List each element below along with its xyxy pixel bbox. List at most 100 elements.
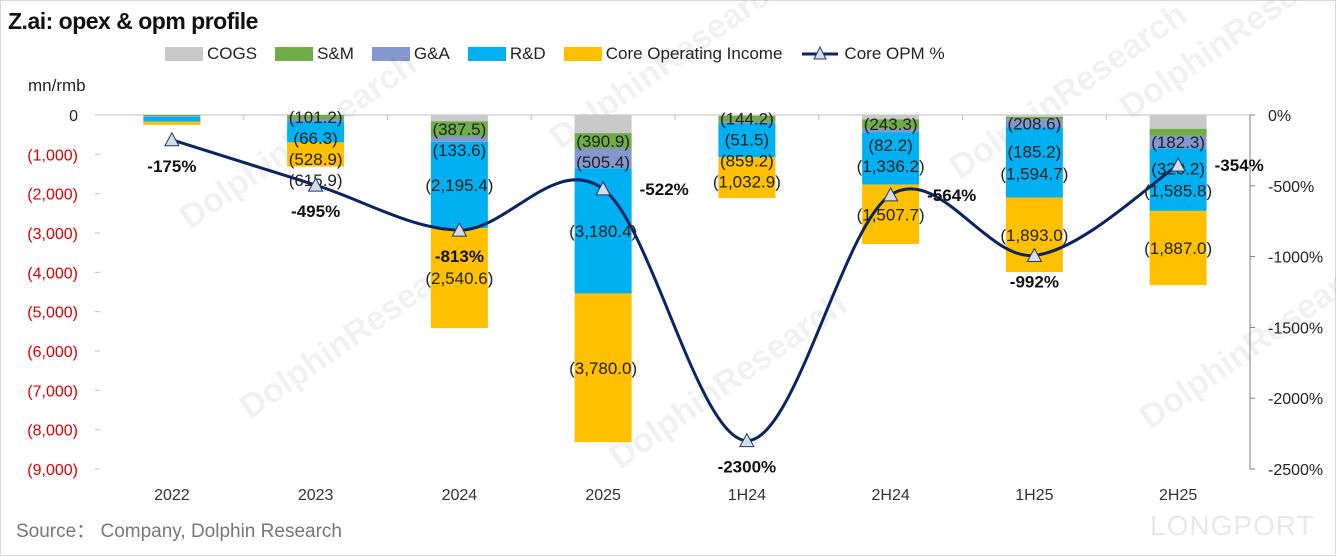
bar-data-label: (859.2) bbox=[720, 152, 774, 171]
bar-segment-g-a bbox=[287, 118, 345, 122]
bar-data-label: (1,887.0) bbox=[1144, 239, 1212, 258]
opm-data-label: -495% bbox=[291, 202, 340, 221]
opm-data-label: -992% bbox=[1010, 272, 1059, 291]
bar-segment-cogs bbox=[1005, 115, 1063, 117]
bar-segment-s-m bbox=[430, 121, 488, 137]
bar-data-label: (390.9) bbox=[576, 132, 630, 151]
y-tick-label: (2,000) bbox=[27, 187, 78, 204]
bar-segment-r-d bbox=[1005, 127, 1063, 198]
bar-segment-cogs bbox=[430, 115, 488, 122]
bar-data-label: (1,585.8) bbox=[1144, 182, 1212, 201]
legend-item: S&M bbox=[275, 44, 354, 64]
bar-segment-r-d bbox=[143, 116, 201, 122]
bar-data-label: (387.5) bbox=[432, 120, 486, 139]
y-tick-label: (5,000) bbox=[27, 305, 78, 322]
legend-label: Core Operating Income bbox=[605, 44, 783, 63]
bar-segment-g-a bbox=[1149, 135, 1207, 149]
bar-data-label: (101.2) bbox=[289, 108, 343, 127]
x-tick-label: 1H25 bbox=[1015, 487, 1053, 504]
y2-tick-label: -500% bbox=[1268, 179, 1314, 196]
opm-marker bbox=[1026, 247, 1043, 262]
bar-segment-core-operating-income bbox=[1149, 210, 1207, 286]
bar-data-label: (66.3) bbox=[293, 129, 337, 148]
bar-data-label: (243.3) bbox=[864, 115, 918, 134]
bar-segment-s-m bbox=[1149, 128, 1207, 136]
x-tick-label: 2025 bbox=[585, 487, 621, 504]
bar-segment-g-a bbox=[718, 121, 776, 124]
bar-data-label: (1,336.2) bbox=[857, 157, 925, 176]
bar-segment-s-m bbox=[862, 119, 920, 129]
bar-segment-s-m bbox=[574, 133, 632, 149]
legend-swatch bbox=[467, 47, 506, 61]
bar-segment-core-operating-income bbox=[718, 157, 776, 198]
opm-marker bbox=[882, 186, 899, 202]
opm-data-label: -813% bbox=[435, 247, 484, 266]
legend-swatch bbox=[165, 47, 203, 61]
bar-segment-g-a bbox=[430, 136, 488, 142]
opm-data-label: -522% bbox=[640, 180, 689, 199]
legend-swatch bbox=[563, 47, 602, 61]
bar-segment-r-d bbox=[718, 123, 776, 158]
bar-data-label: (3,180.4) bbox=[569, 222, 637, 241]
bar-segment-cogs bbox=[862, 115, 920, 120]
opm-line bbox=[171, 138, 1179, 443]
opm-data-label: -2300% bbox=[718, 458, 777, 477]
y2-tick-label: -1500% bbox=[1268, 320, 1323, 337]
legend-label: G&A bbox=[413, 44, 450, 63]
watermark-text: DolphinResearch bbox=[603, 285, 854, 477]
legend-item: Core Operating Income bbox=[563, 44, 783, 64]
x-tick-label: 1H24 bbox=[728, 487, 766, 504]
line-marker-icon bbox=[802, 46, 839, 60]
bar-data-label: (1,594.7) bbox=[1000, 165, 1068, 184]
bar-segment-s-m bbox=[287, 115, 345, 119]
legend-item: Core OPM % bbox=[800, 44, 945, 64]
legend-label: COGS bbox=[207, 44, 258, 63]
opm-marker bbox=[451, 222, 468, 237]
legend-swatch bbox=[275, 47, 314, 61]
bar-segment-s-m bbox=[1005, 116, 1063, 120]
bar-segment-g-a bbox=[862, 128, 920, 133]
x-tick-label: 2022 bbox=[154, 487, 190, 504]
bar-segment-core-operating-income bbox=[430, 228, 488, 329]
bar-segment-cogs bbox=[1149, 115, 1207, 129]
bar-data-label: (133.6) bbox=[432, 141, 486, 160]
legend-label: S&M bbox=[317, 44, 354, 63]
bar-data-label: (208.6) bbox=[1007, 114, 1061, 133]
chart-title: Z.ai: opex & opm profile bbox=[8, 8, 258, 34]
y-tick-label: (3,000) bbox=[27, 226, 78, 243]
bar-data-label: (505.4) bbox=[576, 153, 630, 172]
legend-item: G&A bbox=[371, 44, 450, 64]
x-tick-label: 2H24 bbox=[872, 487, 910, 504]
opm-marker bbox=[739, 432, 755, 448]
y-tick-label: (7,000) bbox=[27, 383, 78, 400]
bar-data-label: (1,032.9) bbox=[713, 173, 781, 192]
opm-marker bbox=[307, 177, 324, 192]
bar-segment-r-d bbox=[430, 141, 488, 229]
bar-data-label: (51.5) bbox=[725, 131, 769, 150]
bar-segment-cogs bbox=[718, 115, 776, 116]
bar-data-label: (182.3) bbox=[1151, 133, 1205, 152]
y2-tick-label: 0% bbox=[1268, 108, 1291, 125]
bar-segment-g-a bbox=[143, 116, 201, 117]
legend-swatch bbox=[371, 47, 410, 61]
bar-segment-core-operating-income bbox=[574, 293, 632, 443]
y-tick-label: (8,000) bbox=[27, 423, 78, 440]
bar-data-label: (1,893.0) bbox=[1000, 226, 1068, 245]
bar-segment-core-operating-income bbox=[143, 121, 201, 125]
y2-tick-label: -2000% bbox=[1268, 391, 1323, 408]
legend: COGS S&M G&A R&D Core Operating Income Core O… bbox=[165, 44, 945, 64]
source-note: Source： Company, Dolphin Research bbox=[16, 521, 342, 542]
bar-segment-cogs bbox=[574, 115, 632, 134]
bar-segment-core-operating-income bbox=[287, 142, 345, 167]
opm-marker bbox=[164, 131, 180, 147]
x-tick-label: 2023 bbox=[298, 487, 334, 504]
bar-segment-s-m bbox=[143, 115, 201, 117]
x-tick-label: 2024 bbox=[442, 487, 478, 504]
bar-data-label: (3,780.0) bbox=[569, 359, 637, 378]
bar-segment-g-a bbox=[1005, 119, 1063, 128]
legend-item: R&D bbox=[467, 44, 546, 64]
bar-segment-r-d bbox=[862, 132, 920, 185]
y-tick-label: (6,000) bbox=[27, 344, 78, 361]
bar-data-label: (528.9) bbox=[289, 150, 343, 169]
